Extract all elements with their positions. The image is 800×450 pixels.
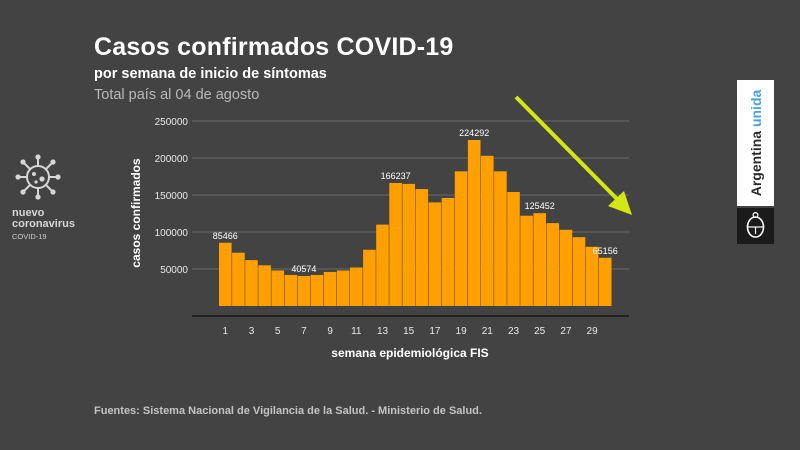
bar <box>350 267 363 306</box>
y-tick-label: 250000 <box>155 117 189 128</box>
bar <box>585 246 599 306</box>
bar <box>323 271 337 306</box>
bar <box>494 171 507 306</box>
bar <box>258 265 271 306</box>
trend-arrow <box>514 95 632 215</box>
x-axis-label: semana epidemiológica FIS <box>331 346 488 360</box>
bar <box>467 140 481 306</box>
x-tick-label: 7 <box>301 326 307 337</box>
chart-bars <box>219 140 612 306</box>
bar <box>389 182 402 306</box>
national-seal-icon <box>737 208 774 244</box>
x-tick-label: 13 <box>377 326 389 337</box>
bar <box>336 270 350 306</box>
y-tick-label: 150000 <box>155 191 189 202</box>
coronavirus-badge: nuevo coronavirus COVID-19 <box>12 152 92 241</box>
bar <box>441 197 455 306</box>
x-tick-label: 27 <box>560 326 572 337</box>
bar <box>402 183 415 306</box>
bar <box>271 270 284 306</box>
bar <box>363 249 376 306</box>
y-tick-label: 50000 <box>160 265 188 276</box>
chart-title: Casos confirmados COVID-19 <box>94 33 454 61</box>
y-tick-label: 100000 <box>155 228 189 239</box>
x-tick-label: 3 <box>249 326 255 337</box>
coronavirus-icon <box>15 154 61 200</box>
date-note: Total país al 04 de agosto <box>94 87 260 103</box>
badge-tag: COVID-19 <box>12 232 47 241</box>
badge-name-line2: coronavirus <box>12 218 75 230</box>
y-axis-ticks: 50000 100000 150000 200000 250000 <box>155 117 189 276</box>
x-tick-label: 21 <box>482 326 494 337</box>
bar <box>284 274 298 306</box>
bar <box>546 223 560 306</box>
bar <box>297 275 311 306</box>
x-tick-label: 11 <box>351 326 362 337</box>
x-axis-ticks: 1 3 5 7 9 11 13 15 17 19 21 23 25 27 29 <box>223 326 599 337</box>
x-tick-label: 19 <box>456 326 468 337</box>
bar <box>533 213 546 306</box>
bar <box>415 189 429 306</box>
logo-word-unida: unida <box>747 89 764 128</box>
data-label: 85466 <box>213 231 238 241</box>
bar <box>572 237 586 306</box>
bar <box>245 260 258 306</box>
x-tick-label: 29 <box>587 326 599 337</box>
x-tick-label: 9 <box>327 326 333 337</box>
x-tick-label: 25 <box>534 326 546 337</box>
bar <box>520 215 533 306</box>
badge-name-line1: nuevo <box>12 207 45 219</box>
source-note: Fuentes: Sistema Nacional de Vigilancia … <box>94 405 482 417</box>
data-label: 125452 <box>525 201 555 211</box>
y-axis-label: casos confirmados <box>129 158 143 268</box>
x-tick-label: 1 <box>223 326 229 337</box>
data-label: 224292 <box>459 128 489 138</box>
bar <box>428 202 442 306</box>
bar <box>219 242 232 306</box>
x-tick-label: 23 <box>508 326 520 337</box>
bar <box>481 155 494 306</box>
chart-subtitle: por semana de inicio de síntomas <box>94 66 327 82</box>
x-tick-label: 17 <box>429 326 441 337</box>
x-tick-label: 15 <box>403 326 415 337</box>
data-label: 166237 <box>381 171 411 181</box>
bar <box>598 257 612 306</box>
logo-word-argentina: Argentina <box>747 130 764 197</box>
bar <box>232 252 245 306</box>
bar <box>559 229 573 306</box>
y-tick-label: 200000 <box>155 154 189 165</box>
data-label: 65156 <box>593 246 618 256</box>
bar <box>310 274 324 306</box>
bar <box>454 171 468 306</box>
x-tick-label: 5 <box>275 326 281 337</box>
argentina-unida-logo: Argentina unida <box>737 80 774 244</box>
data-label: 40574 <box>291 264 316 274</box>
bar <box>507 192 520 306</box>
chart-data-labels: 85466 40574 166237 224292 125452 65156 <box>213 128 618 274</box>
bar <box>376 224 389 306</box>
